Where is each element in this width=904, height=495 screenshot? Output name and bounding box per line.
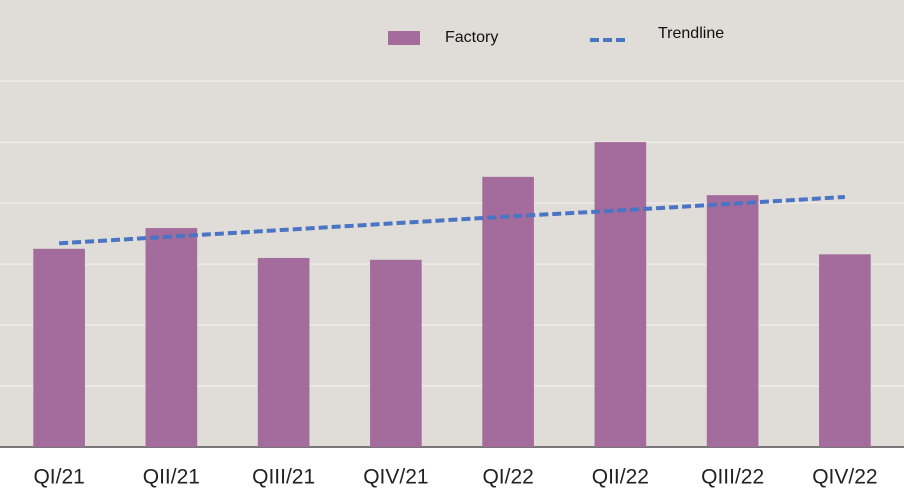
bar xyxy=(145,228,198,447)
bar xyxy=(482,176,534,447)
x-tick-label: QII/21 xyxy=(143,466,200,489)
bar xyxy=(370,259,422,447)
x-tick-label: QIII/21 xyxy=(252,466,315,489)
bar xyxy=(706,195,759,447)
bar xyxy=(257,257,310,447)
x-tick-label: QIII/22 xyxy=(701,466,764,489)
plot-background xyxy=(0,0,904,448)
bar xyxy=(33,248,85,447)
x-tick-label: QI/21 xyxy=(33,466,84,489)
x-tick-label: QIV/21 xyxy=(363,466,428,489)
trendline xyxy=(59,194,845,246)
bar xyxy=(594,142,647,447)
legend-swatch xyxy=(388,31,420,45)
legend-label: Trendline xyxy=(658,25,724,42)
x-tick-label: QI/22 xyxy=(482,466,533,489)
x-tick-label: QIV/22 xyxy=(812,466,877,489)
legend-label: Factory xyxy=(445,29,498,46)
x-tick-label: QII/22 xyxy=(592,466,649,489)
bar xyxy=(819,254,871,447)
